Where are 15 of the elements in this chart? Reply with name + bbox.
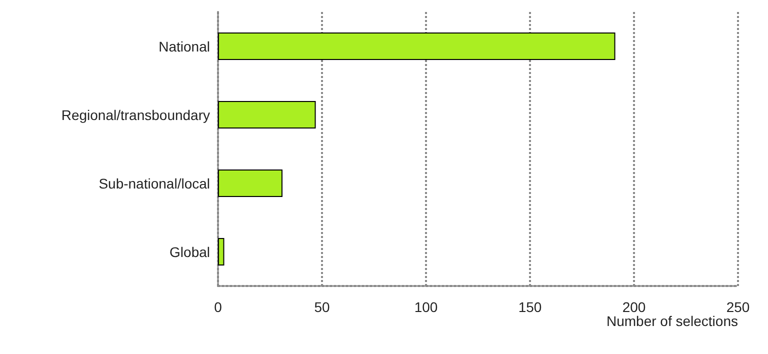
bar [218,32,616,60]
bar [218,101,316,128]
x-tick-label: 100 [414,299,438,315]
x-tick-label: 50 [314,299,330,315]
x-tick-label: 150 [518,299,542,315]
x-axis-title: Number of selections [606,313,738,329]
y-tick-label: National [158,38,210,54]
y-tick-label: Regional/transboundary [61,106,210,123]
bar [218,238,224,266]
x-tick-label: 200 [622,299,646,315]
x-tick-label: 250 [726,299,750,315]
y-tick-label: Sub-national/local [98,175,210,192]
y-tick-label: Global [170,244,210,260]
x-tick-label: 0 [214,299,222,315]
bar [218,170,282,197]
